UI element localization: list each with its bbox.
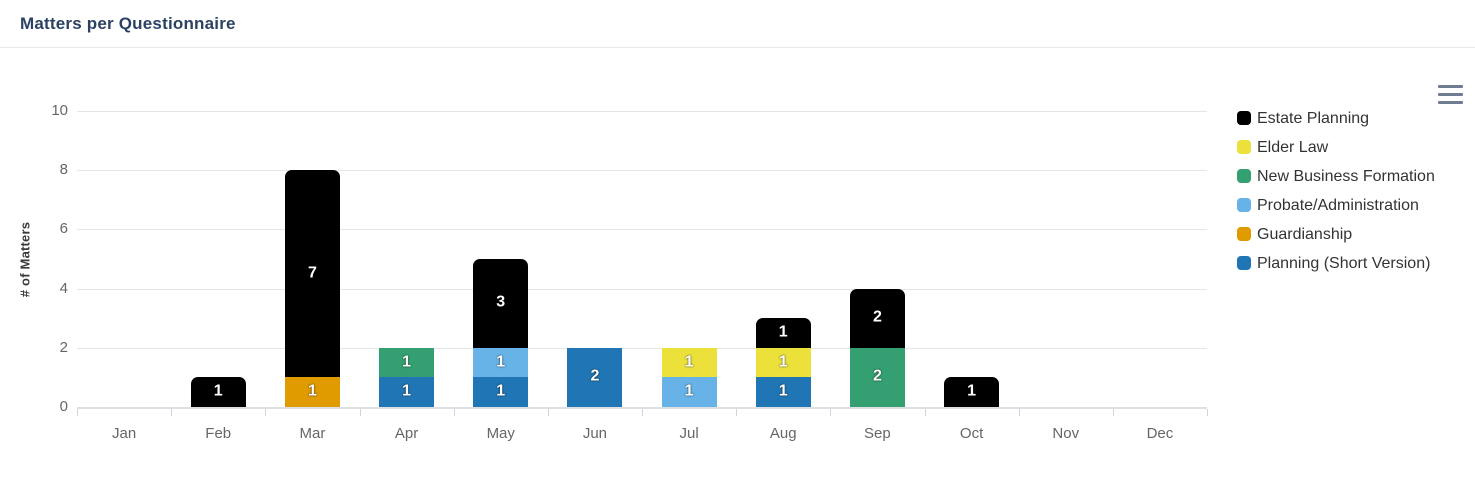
x-axis-tick [265,409,267,416]
legend-item[interactable]: New Business Formation [1237,165,1467,189]
legend-label: Guardianship [1257,226,1353,243]
bar-value-label: 2 [590,368,600,386]
x-axis-tick [359,409,361,416]
bar-segment[interactable]: 1 [379,377,435,407]
legend-swatch-icon [1237,140,1251,154]
bar-segment[interactable]: 1 [661,347,717,378]
card-header: Matters per Questionnaire [0,0,1475,48]
legend-swatch-icon [1237,198,1251,212]
y-axis-tick-label: 4 [59,279,68,297]
bar-value-label: 2 [872,368,882,386]
x-axis-tick [1207,409,1208,416]
bar-segment[interactable]: 1 [944,377,1000,407]
gridline [77,229,1207,231]
x-axis-category-label: Aug [769,425,797,442]
gridline [77,170,1207,172]
legend-swatch-icon [1237,227,1251,241]
bar-value-label: 1 [402,382,412,400]
bar-value-label: 3 [496,294,506,312]
legend-label: Elder Law [1257,139,1329,156]
bar-segment[interactable]: 1 [379,347,435,378]
x-axis-category-label: Jul [679,425,699,442]
x-axis-category-label: Mar [299,425,326,442]
x-axis-category-label: Jun [582,425,607,442]
legend-item[interactable]: Probate/Administration [1237,194,1467,218]
x-axis-tick [77,409,78,416]
legend-swatch-icon [1237,256,1251,270]
hamburger-line [1438,93,1463,96]
page-title: Matters per Questionnaire [20,13,236,33]
bar-value-label: 2 [872,308,882,326]
bar-segment[interactable]: 1 [284,377,340,407]
y-axis-tick-label: 8 [59,161,68,179]
bar-segment[interactable]: 1 [190,377,246,407]
bar-segment[interactable]: 1 [755,318,811,348]
legend-swatch-icon [1237,169,1251,183]
bar-segment[interactable]: 1 [473,347,529,378]
bar-segment[interactable]: 2 [849,347,905,407]
x-axis-category-label: May [486,425,515,442]
legend-label: Planning (Short Version) [1257,255,1431,272]
bar-segment[interactable]: 2 [849,288,905,348]
x-axis-tick [830,409,832,416]
x-axis-line [77,407,1207,409]
legend: Estate Planning Elder Law New Business For… [1237,107,1467,281]
legend-swatch-icon [1237,111,1251,125]
bar-segment[interactable]: 1 [755,377,811,407]
bar-segment[interactable]: 7 [284,170,340,378]
x-axis-tick [736,409,738,416]
bar-segment[interactable]: 2 [567,347,623,407]
x-axis-tick [642,409,643,416]
bar-value-label: 1 [402,353,412,371]
x-axis-tick [453,409,455,416]
x-axis-category-label: Apr [394,425,419,442]
x-axis-tick [547,409,549,416]
bar-segment[interactable]: 3 [473,259,529,348]
bar-segment[interactable]: 1 [473,377,529,407]
x-axis-tick [1112,409,1114,416]
y-axis-tick-label: 0 [59,398,68,415]
bar-value-label: 1 [778,323,788,341]
hamburger-line [1438,101,1463,104]
x-axis-category-label: Feb [205,425,232,442]
chart-context-menu-icon[interactable] [1438,85,1463,104]
gridline [77,111,1207,112]
bar-segment[interactable]: 1 [755,347,811,378]
y-axis-tick-label: 10 [51,102,68,119]
bar-value-label: 1 [684,353,694,371]
bar-value-label: 7 [307,264,317,282]
gridline [77,347,1207,349]
legend-label: New Business Formation [1257,168,1435,185]
matters-per-questionnaire-chart: # of Matters 0 2 4 6 8 10 Jan Feb Mar Apr May Jun Ju… [0,48,1475,482]
bar-value-label: 1 [967,382,977,400]
x-axis-category-label: Nov [1052,425,1080,442]
x-axis-tick [171,409,173,416]
x-axis-tick [924,409,926,416]
legend-item[interactable]: Planning (Short Version) [1237,252,1467,276]
legend-item[interactable]: Guardianship [1237,223,1467,247]
gridline [77,288,1207,290]
bar-value-label: 1 [496,353,506,371]
legend-label: Probate/Administration [1257,197,1419,214]
bar-value-label: 1 [496,382,506,400]
y-axis-tick-label: 6 [59,220,68,238]
y-axis-tick-label: 2 [59,338,68,356]
bar-value-label: 1 [213,382,223,400]
x-axis-category-label: Oct [959,425,984,442]
bar-value-label: 1 [307,382,317,400]
y-axis-title: # of Matters [17,221,33,298]
bar-value-label: 1 [684,382,694,400]
hamburger-line [1438,85,1463,88]
x-axis-tick [1018,409,1020,416]
legend-item[interactable]: Estate Planning [1237,107,1467,131]
legend-label: Estate Planning [1257,110,1370,127]
bar-value-label: 1 [778,353,788,371]
legend-item[interactable]: Elder Law [1237,136,1467,160]
bar-value-label: 1 [778,382,788,400]
x-axis-category-label: Jan [111,425,137,442]
bar-segment[interactable]: 1 [661,377,717,407]
x-axis-category-label: Sep [864,425,891,442]
x-axis-category-label: Dec [1146,425,1174,442]
